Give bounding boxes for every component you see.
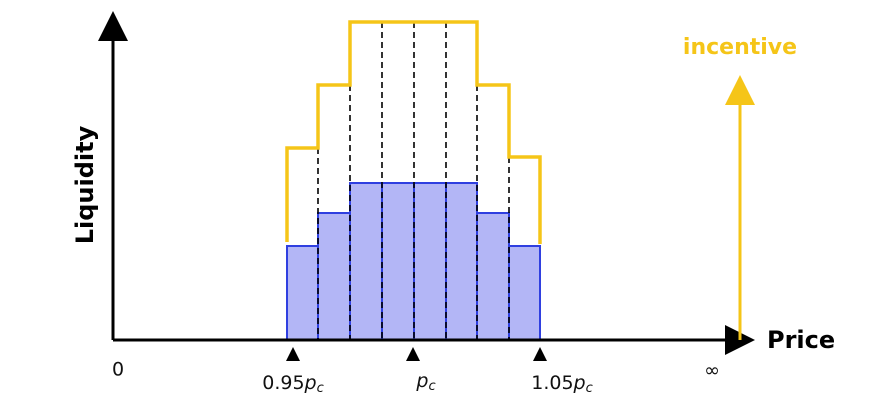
tick-label: 0 [112,359,124,381]
tick-marker [533,347,547,361]
tick-marker [286,347,300,361]
tick-label: 1.05pc [531,372,593,396]
tick-label: pc [415,370,435,394]
dashed-lines [317,22,510,340]
bar [445,182,478,341]
tick-subscript: c [586,381,593,396]
y-axis-label: Liquidity [71,125,99,244]
tick-marker [406,347,420,361]
bar [317,212,351,341]
bar [381,182,415,341]
bar [413,182,447,341]
bar [286,245,319,341]
tick-symbol: p [415,370,428,392]
bar [508,245,541,341]
bars [286,182,541,341]
bar [349,182,383,341]
bar [476,212,510,341]
tick-symbol: p [573,372,586,394]
x-axis-label: Price [767,326,835,354]
tick-subscript: c [317,381,324,396]
incentive-label: incentive [683,35,797,60]
incentive-step-line [285,20,542,244]
tick-subscript: c [428,379,435,394]
tick-label: 0.95pc [262,372,324,396]
tick-number: 1.05 [531,372,573,394]
tick-number: 0.95 [262,372,304,394]
tick-label: ∞ [704,360,720,382]
tick-symbol: p [304,372,317,394]
